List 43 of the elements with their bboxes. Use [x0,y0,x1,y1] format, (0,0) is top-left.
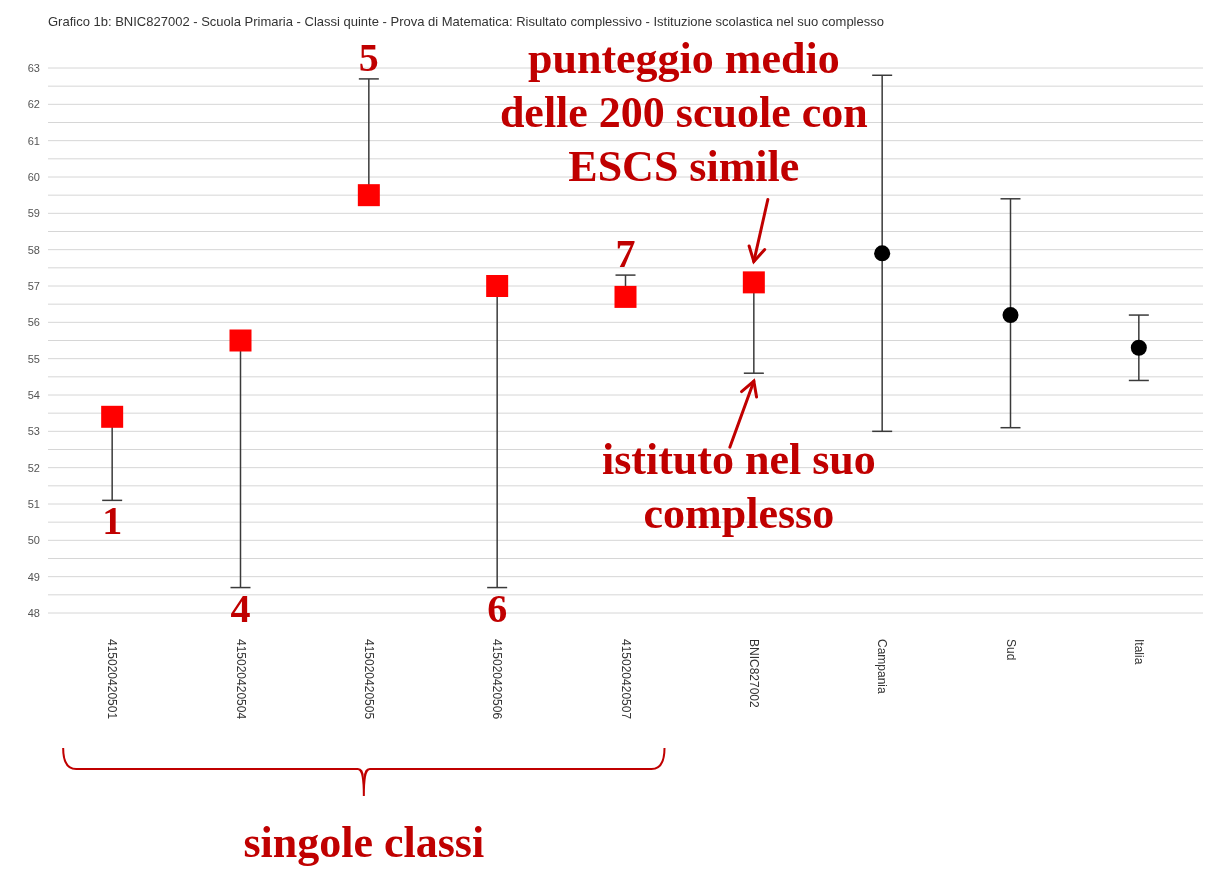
x-tick-label: BNIC827002 [746,639,761,709]
annotation: 7 [614,231,637,277]
x-tick-label: Sud [1003,639,1018,661]
y-tick-label: 59 [27,207,40,220]
x-tick-label: Italia [1131,639,1146,665]
y-tick-label: 57 [27,279,40,292]
point [229,329,252,352]
annotation: 4 [229,585,252,631]
annotation: istituto nel suo complesso [600,434,877,541]
annotation: 5 [357,34,380,80]
y-tick-label: 48 [27,606,40,619]
point [486,275,509,297]
y-tick-label: 58 [27,243,40,256]
x-tick-label: 415020420506 [490,639,505,720]
y-tick-label: 53 [27,425,40,438]
y-tick-label: 55 [27,352,40,365]
annotation: 6 [486,585,509,631]
x-tick-label: 415020420507 [618,639,633,720]
chart-title: Grafico 1b: BNIC827002 - Scuola Primaria - Classi quinte - Prova di Matematica: Risultato complessivo - Istituzione scolastica nel suo complesso [48,14,884,29]
text: singole classi [242,818,486,868]
y-tick-label: 51 [27,497,40,510]
y-tick-label: 50 [27,534,40,547]
x-tick-label: 415020420504 [233,639,248,720]
annotation: punteggio medio delle 200 scuole con ESCS simile [498,33,869,193]
point [1002,307,1019,324]
y-tick-label: 54 [27,388,40,401]
annotation: 1 [101,498,124,544]
point [101,405,124,428]
y-tick-label: 56 [27,316,40,329]
y-tick-label: 63 [27,61,40,74]
point [1130,339,1147,356]
x-tick-label: 415020420505 [361,639,376,720]
point [357,184,380,207]
x-tick-label: 415020420501 [105,639,120,720]
y-tick-label: 49 [27,570,40,583]
y-tick-label: 61 [27,134,40,147]
y-tick-label: 62 [27,98,40,111]
point [614,285,637,308]
point [742,271,765,294]
point [874,245,891,262]
x-tick-label: Campania [875,639,890,695]
y-tick-label: 60 [27,170,40,183]
y-tick-label: 52 [27,461,40,474]
